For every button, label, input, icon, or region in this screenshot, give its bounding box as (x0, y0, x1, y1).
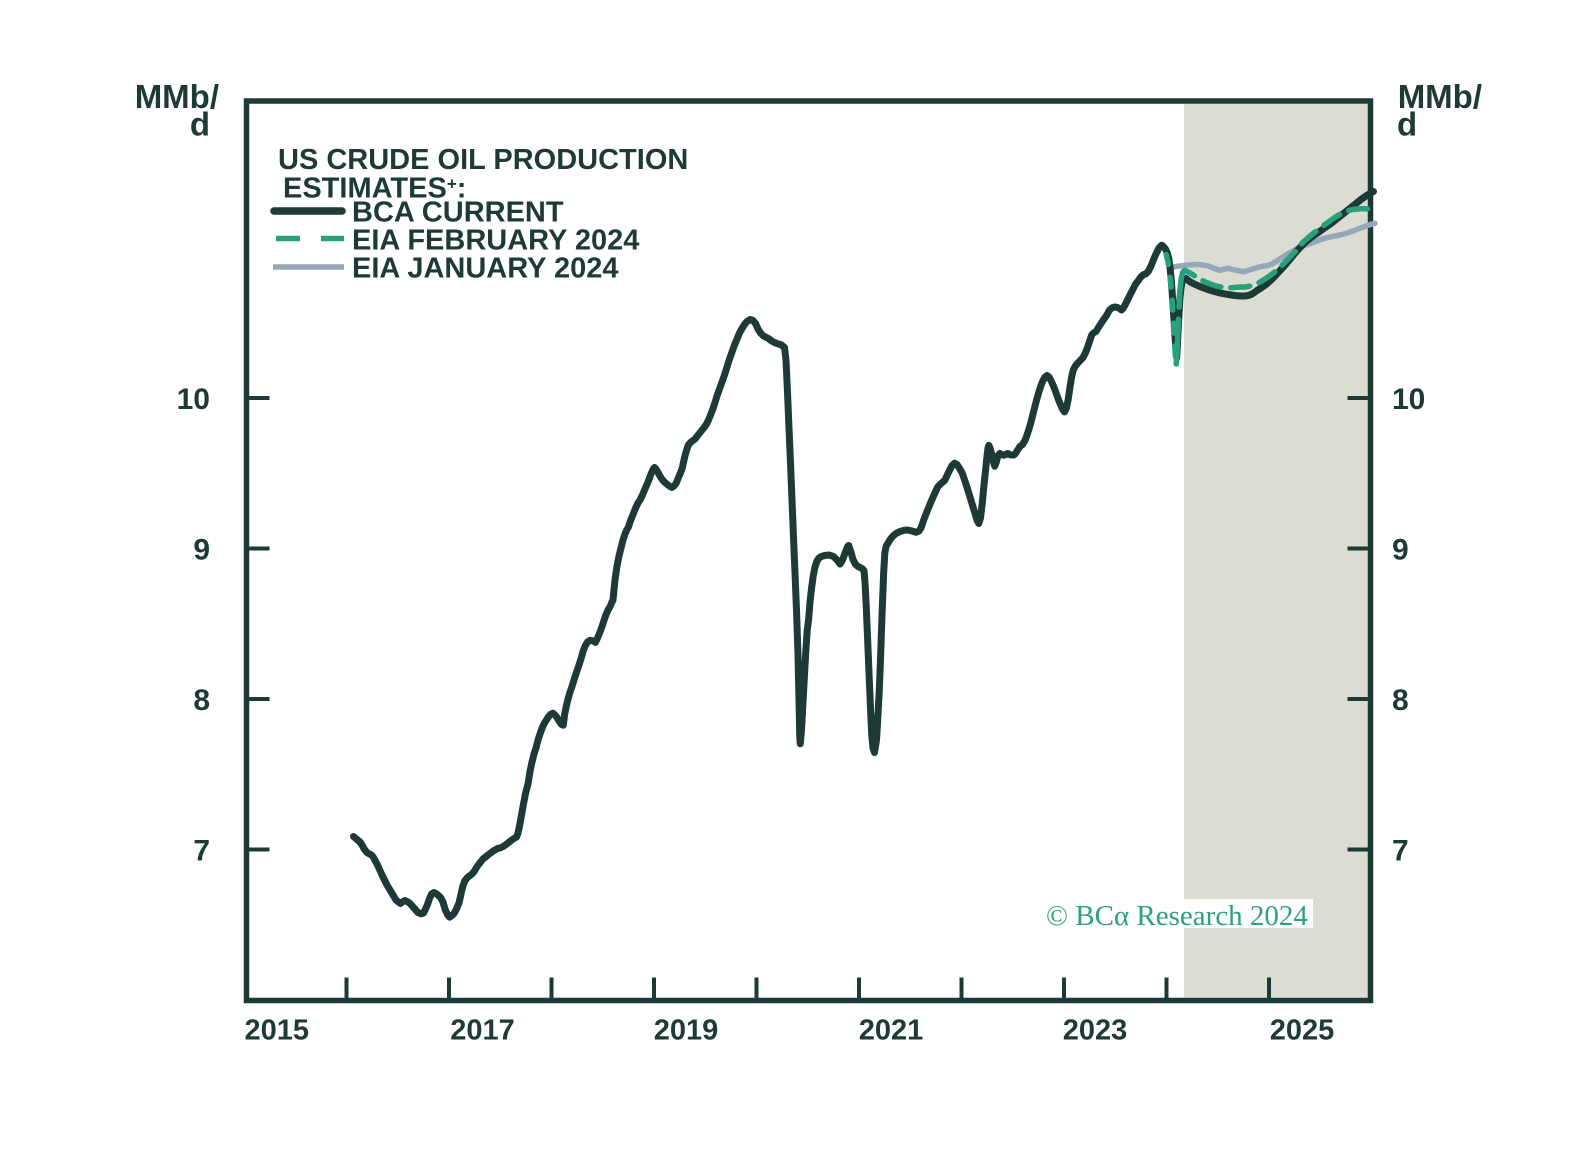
svg-text:US CRUDE OIL PRODUCTION: US CRUDE OIL PRODUCTION (278, 144, 688, 176)
svg-text:BCA CURRENT: BCA CURRENT (352, 197, 564, 229)
svg-text:d: d (1397, 106, 1417, 143)
svg-text:ESTIMATES+:: ESTIMATES+: (283, 173, 466, 205)
svg-text:2015: 2015 (244, 1015, 309, 1047)
svg-text:10: 10 (177, 383, 210, 416)
svg-text:8: 8 (193, 684, 210, 717)
svg-text:© BCα Research 2024: © BCα Research 2024 (1046, 900, 1308, 932)
svg-text:EIA FEBRUARY 2024: EIA FEBRUARY 2024 (352, 225, 639, 257)
svg-text:2017: 2017 (450, 1015, 515, 1047)
svg-text:9: 9 (193, 534, 210, 567)
svg-text:MMb/: MMb/ (135, 78, 219, 115)
svg-text:EIA JANUARY 2024: EIA JANUARY 2024 (352, 253, 618, 285)
svg-text:MMb/: MMb/ (1398, 78, 1482, 115)
svg-text:d: d (190, 106, 210, 143)
svg-text:2023: 2023 (1063, 1015, 1128, 1047)
svg-text:7: 7 (193, 835, 210, 868)
svg-text:2021: 2021 (859, 1015, 924, 1047)
svg-text:7: 7 (1392, 835, 1409, 868)
svg-text:2025: 2025 (1270, 1015, 1335, 1047)
svg-text:2019: 2019 (654, 1015, 719, 1047)
svg-text:10: 10 (1392, 383, 1425, 416)
svg-text:9: 9 (1392, 534, 1409, 567)
svg-text:8: 8 (1392, 684, 1409, 717)
